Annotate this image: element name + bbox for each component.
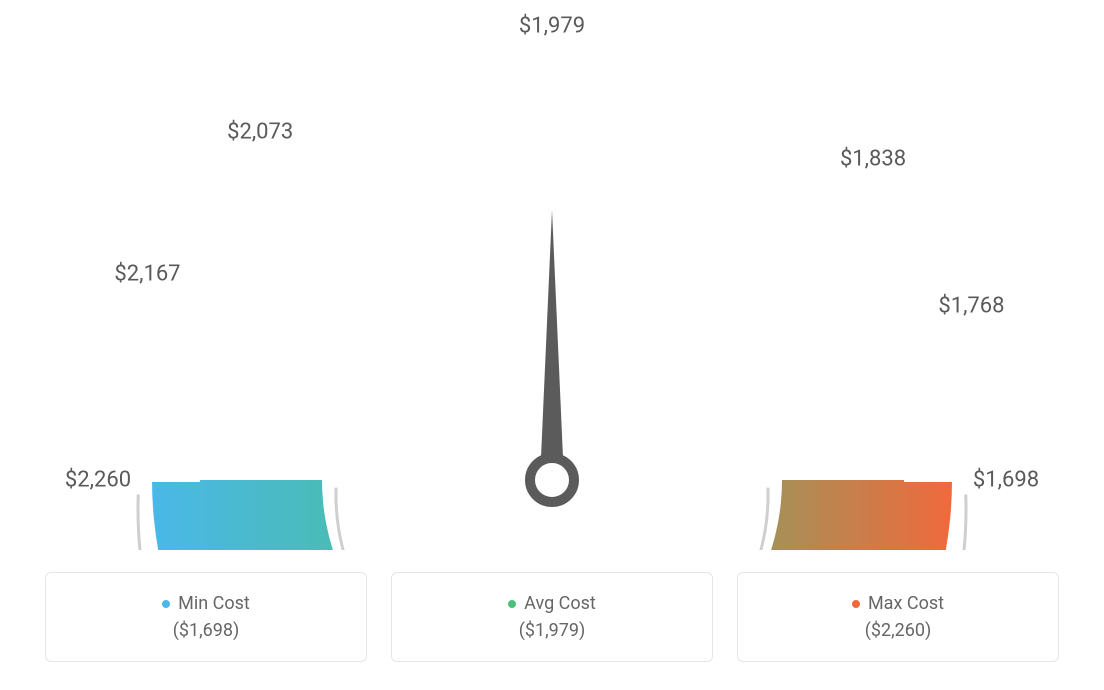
max-cost-value: ($2,260)	[865, 620, 932, 641]
max-cost-card: Max Cost ($2,260)	[737, 572, 1059, 662]
gauge-scale-label: $2,167	[114, 261, 180, 286]
gauge-scale-label: $1,979	[519, 14, 585, 39]
avg-cost-value: ($1,979)	[519, 620, 586, 641]
chart-container: $1,698 $1,768 $1,838 $1,979 $2,073 $2,167 $2,2…	[0, 0, 1104, 690]
max-dot-icon	[852, 600, 860, 608]
summary-cards: Min Cost ($1,698) Avg Cost ($1,979) Max …	[0, 572, 1104, 662]
avg-dot-icon	[508, 600, 516, 608]
max-cost-title: Max Cost	[868, 593, 944, 614]
min-cost-value: ($1,698)	[173, 620, 240, 641]
gauge-scale-label: $2,260	[65, 468, 131, 493]
min-dot-icon	[162, 600, 170, 608]
gauge-scale-label: $1,698	[973, 468, 1039, 493]
gauge-scale-label: $1,768	[938, 294, 1004, 319]
min-cost-card: Min Cost ($1,698)	[45, 572, 367, 662]
avg-cost-title: Avg Cost	[524, 593, 596, 614]
gauge-scale-label: $1,838	[840, 146, 906, 171]
avg-cost-card: Avg Cost ($1,979)	[391, 572, 713, 662]
gauge-chart: $1,698 $1,768 $1,838 $1,979 $2,073 $2,167 $2,2…	[0, 0, 1104, 550]
min-cost-title: Min Cost	[178, 593, 250, 614]
gauge-scale-label: $2,073	[227, 120, 293, 145]
